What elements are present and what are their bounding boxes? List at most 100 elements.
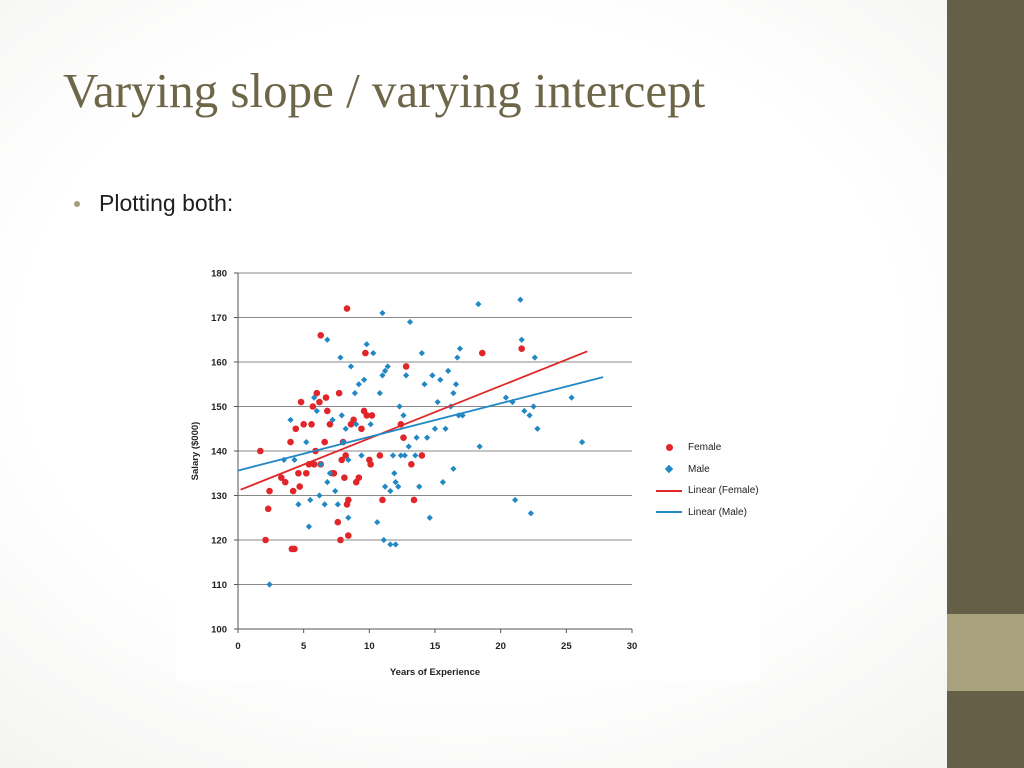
- data-point-male: [400, 412, 407, 419]
- data-point-male: [266, 581, 273, 588]
- line-marker-icon: [656, 511, 682, 514]
- data-point-male: [376, 390, 383, 397]
- chart-legend: Female Male Linear (Female) Linear (Male…: [656, 437, 759, 523]
- data-point-male: [379, 309, 386, 317]
- data-point-female: [309, 403, 317, 410]
- data-point-male: [305, 523, 313, 530]
- data-point-female: [316, 398, 323, 406]
- axes: 100 110 120 130 140 150 160 170 180 0 5 10 15 20 25 30: [211, 269, 637, 653]
- gridlines: [238, 272, 632, 630]
- x-tick-label: 30: [627, 641, 638, 652]
- data-point-male: [363, 341, 370, 348]
- data-point-female: [363, 412, 371, 419]
- data-point-male: [391, 470, 398, 477]
- data-point-male: [374, 519, 381, 526]
- y-tick-label: 130: [211, 491, 227, 502]
- data-point-male: [412, 452, 419, 459]
- data-point-male: [517, 296, 524, 303]
- data-point-male: [413, 434, 420, 441]
- y-tick-label: 180: [211, 269, 227, 280]
- data-point-male: [367, 421, 374, 428]
- data-point-male: [345, 514, 352, 521]
- data-point-female: [345, 532, 352, 539]
- x-tick-label: 10: [364, 641, 375, 652]
- data-point-female: [313, 389, 321, 397]
- y-tick-label: 170: [211, 313, 227, 324]
- data-point-male: [324, 336, 331, 343]
- data-point-male: [307, 496, 314, 504]
- data-point-male: [456, 345, 464, 352]
- data-point-female: [262, 536, 269, 544]
- y-tick-label: 140: [211, 447, 227, 458]
- data-point-female: [264, 505, 272, 513]
- data-point-male: [358, 452, 365, 459]
- data-point-male: [512, 496, 519, 504]
- slide-title: Varying slope / varying intercept: [63, 63, 706, 118]
- data-point-female: [337, 536, 344, 544]
- data-point-female: [355, 474, 363, 481]
- data-point-male: [406, 318, 414, 326]
- data-point-female: [292, 425, 300, 433]
- data-point-male: [351, 390, 358, 397]
- data-point-female: [334, 518, 342, 526]
- data-point-male: [431, 425, 439, 432]
- data-point-female: [278, 474, 285, 481]
- data-point-male: [530, 403, 537, 410]
- x-tick-label: 0: [235, 641, 240, 652]
- data-point-female: [291, 545, 298, 553]
- data-point-male: [347, 363, 355, 370]
- bullet-text: Plotting both:: [99, 190, 234, 216]
- bullet-icon: [74, 200, 80, 207]
- data-point-male: [392, 541, 399, 548]
- data-point-female: [326, 421, 334, 428]
- legend-item-linear-female: Linear (Female): [656, 480, 759, 502]
- data-point-male: [450, 390, 457, 397]
- data-point-male: [332, 487, 339, 495]
- chart-container: 100 110 120 130 140 150 160 170 180 0 5 10 15 20 25 30 …: [176, 265, 760, 681]
- data-point-female: [342, 452, 349, 459]
- data-point-male: [434, 398, 441, 406]
- data-point-male: [424, 434, 431, 441]
- data-point-female: [400, 434, 407, 441]
- y-tick-label: 110: [212, 580, 227, 591]
- data-point-female: [418, 452, 426, 459]
- diamond-marker-icon: [664, 465, 674, 474]
- data-point-female: [310, 461, 318, 468]
- data-point-male: [287, 416, 294, 423]
- x-tick-label: 5: [301, 641, 307, 652]
- data-point-male: [454, 354, 461, 361]
- data-point-female: [408, 461, 415, 468]
- data-point-female: [478, 349, 486, 357]
- data-point-male: [342, 425, 349, 432]
- data-point-male: [316, 492, 323, 499]
- data-point-male: [370, 349, 377, 357]
- legend-item-female: Female: [656, 437, 759, 459]
- data-point-male: [380, 536, 387, 544]
- data-point-female: [295, 469, 302, 477]
- data-point-female: [289, 487, 297, 495]
- data-point-female: [402, 363, 410, 370]
- data-point-male: [426, 514, 433, 521]
- x-axis-title: Years of Experience: [390, 667, 480, 678]
- data-point-male: [502, 394, 510, 401]
- data-point-male: [295, 501, 302, 508]
- trendline-male: [237, 376, 604, 472]
- data-point-male: [521, 407, 528, 415]
- data-point-female: [300, 421, 307, 428]
- legend-label-linear-male: Linear (Male): [688, 506, 747, 518]
- data-point-male: [518, 336, 525, 343]
- data-point-female: [297, 398, 305, 406]
- data-point-female: [302, 469, 310, 477]
- data-point-male: [452, 381, 460, 388]
- data-point-male: [439, 479, 446, 486]
- data-point-male: [338, 412, 345, 419]
- data-point-female: [321, 438, 328, 446]
- data-point-male: [389, 452, 397, 459]
- data-point-female: [367, 461, 374, 468]
- data-point-female: [317, 332, 325, 339]
- legend-item-linear-male: Linear (Male): [656, 502, 759, 524]
- data-point-female: [518, 345, 525, 352]
- y-tick-label: 150: [211, 402, 227, 413]
- data-point-male: [450, 465, 457, 472]
